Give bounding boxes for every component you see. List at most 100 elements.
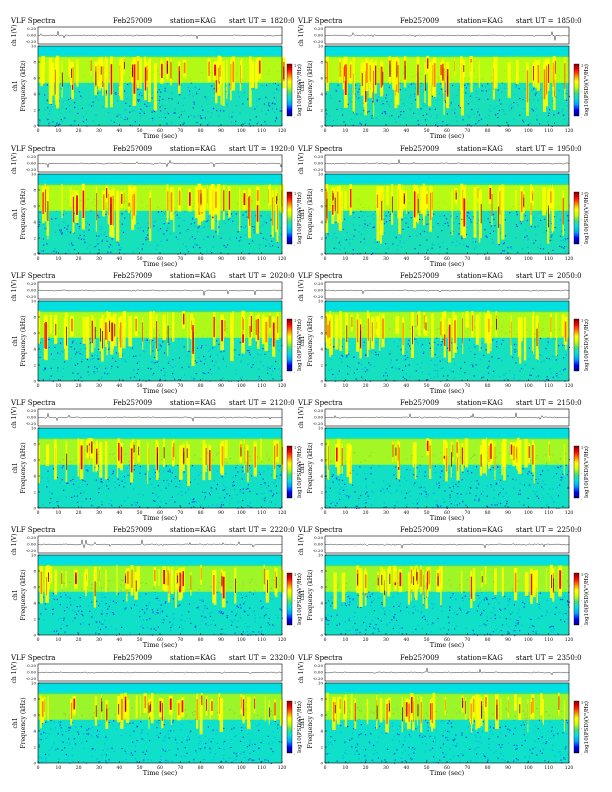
noise-speck bbox=[455, 217, 457, 219]
noise-speck bbox=[154, 500, 156, 502]
burst-core bbox=[221, 320, 223, 342]
noise-speck bbox=[354, 84, 356, 86]
noise-speck bbox=[110, 119, 112, 121]
noise-speck bbox=[457, 485, 459, 488]
noise-speck bbox=[197, 231, 199, 233]
noise-speck bbox=[363, 238, 365, 240]
noise-speck bbox=[221, 505, 223, 507]
x-tick-label: 70 bbox=[464, 383, 470, 389]
noise-speck bbox=[39, 356, 41, 358]
noise-speck bbox=[376, 117, 378, 119]
noise-speck bbox=[338, 242, 340, 244]
noise-speck bbox=[354, 92, 356, 95]
noise-speck bbox=[498, 244, 500, 246]
x-tick-label: 20 bbox=[363, 383, 369, 389]
colorbar-tick: 1 bbox=[581, 319, 583, 323]
noise-speck bbox=[327, 221, 329, 223]
burst bbox=[542, 187, 546, 216]
noise-speck bbox=[78, 225, 81, 228]
burst-core bbox=[161, 63, 163, 78]
noise-speck bbox=[47, 470, 49, 472]
noise-speck bbox=[493, 370, 495, 372]
noise-speck bbox=[436, 337, 438, 339]
noise-speck bbox=[46, 119, 48, 121]
noise-speck bbox=[89, 359, 91, 361]
chorus-band bbox=[38, 439, 282, 465]
noise-speck bbox=[264, 482, 266, 484]
noise-speck bbox=[258, 368, 260, 370]
noise-speck bbox=[45, 118, 47, 120]
noise-speck bbox=[486, 485, 488, 487]
noise-speck bbox=[414, 93, 416, 95]
noise-speck bbox=[81, 107, 83, 109]
noise-speck bbox=[406, 504, 408, 506]
noise-speck bbox=[536, 491, 538, 493]
noise-speck bbox=[157, 504, 159, 507]
noise-speck bbox=[228, 219, 230, 221]
noise-speck bbox=[163, 480, 165, 482]
noise-speck bbox=[363, 341, 365, 343]
noise-speck bbox=[565, 354, 567, 356]
x-tick-label: 40 bbox=[403, 510, 409, 516]
noise-speck bbox=[409, 469, 411, 471]
noise-speck bbox=[152, 110, 154, 112]
noise-speck bbox=[267, 485, 270, 487]
colorbar bbox=[573, 191, 580, 245]
burst-core bbox=[133, 194, 136, 216]
noise-speck bbox=[404, 497, 406, 499]
burst bbox=[202, 188, 206, 221]
noise-speck bbox=[378, 465, 381, 467]
noise-speck bbox=[253, 232, 256, 234]
burst bbox=[56, 55, 60, 109]
noise-speck bbox=[226, 493, 228, 495]
panel-start-label: start UT = bbox=[229, 272, 267, 280]
panel-title-left: VLF Spectra bbox=[10, 272, 55, 280]
noise-speck bbox=[155, 494, 157, 496]
noise-speck bbox=[50, 375, 52, 377]
noise-speck bbox=[383, 491, 385, 493]
burst-peak bbox=[381, 200, 383, 221]
noise-speck bbox=[171, 122, 173, 124]
noise-speck bbox=[536, 114, 538, 116]
noise-speck bbox=[44, 226, 46, 228]
timeseries-tick: 0.20 bbox=[27, 154, 36, 159]
noise-speck bbox=[59, 592, 61, 594]
noise-speck bbox=[339, 100, 341, 102]
noise-speck bbox=[545, 504, 548, 507]
noise-speck bbox=[151, 609, 154, 611]
noise-speck bbox=[500, 103, 502, 105]
noise-speck bbox=[254, 108, 256, 110]
noise-speck bbox=[70, 242, 73, 244]
noise-speck bbox=[207, 124, 209, 127]
noise-speck bbox=[204, 96, 206, 98]
noise-speck bbox=[500, 252, 502, 254]
noise-speck bbox=[136, 379, 138, 381]
noise-speck bbox=[152, 347, 154, 349]
noise-speck bbox=[456, 240, 458, 242]
burst bbox=[503, 443, 506, 481]
spectrogram-channel-label: ch1 bbox=[12, 208, 19, 219]
noise-speck bbox=[279, 474, 281, 476]
noise-speck bbox=[348, 496, 350, 498]
noise-speck bbox=[232, 484, 234, 486]
noise-speck bbox=[474, 346, 476, 348]
noise-speck bbox=[542, 480, 544, 482]
noise-speck bbox=[183, 122, 185, 124]
burst bbox=[530, 186, 533, 204]
noise-speck bbox=[162, 105, 164, 107]
noise-speck bbox=[222, 612, 224, 614]
noise-speck bbox=[47, 477, 49, 479]
noise-speck bbox=[107, 608, 109, 610]
noise-speck bbox=[348, 353, 350, 355]
noise-speck bbox=[207, 236, 209, 238]
colorbar bbox=[286, 63, 293, 117]
noise-speck bbox=[472, 216, 474, 218]
burst-core bbox=[344, 65, 345, 77]
y-tick-label: 6 bbox=[33, 458, 36, 463]
noise-speck bbox=[550, 221, 552, 223]
noise-speck bbox=[397, 244, 399, 246]
noise-speck bbox=[247, 484, 250, 486]
noise-speck bbox=[432, 492, 434, 494]
colorbar-tick: 1 bbox=[581, 446, 583, 450]
noise-speck bbox=[75, 97, 77, 99]
